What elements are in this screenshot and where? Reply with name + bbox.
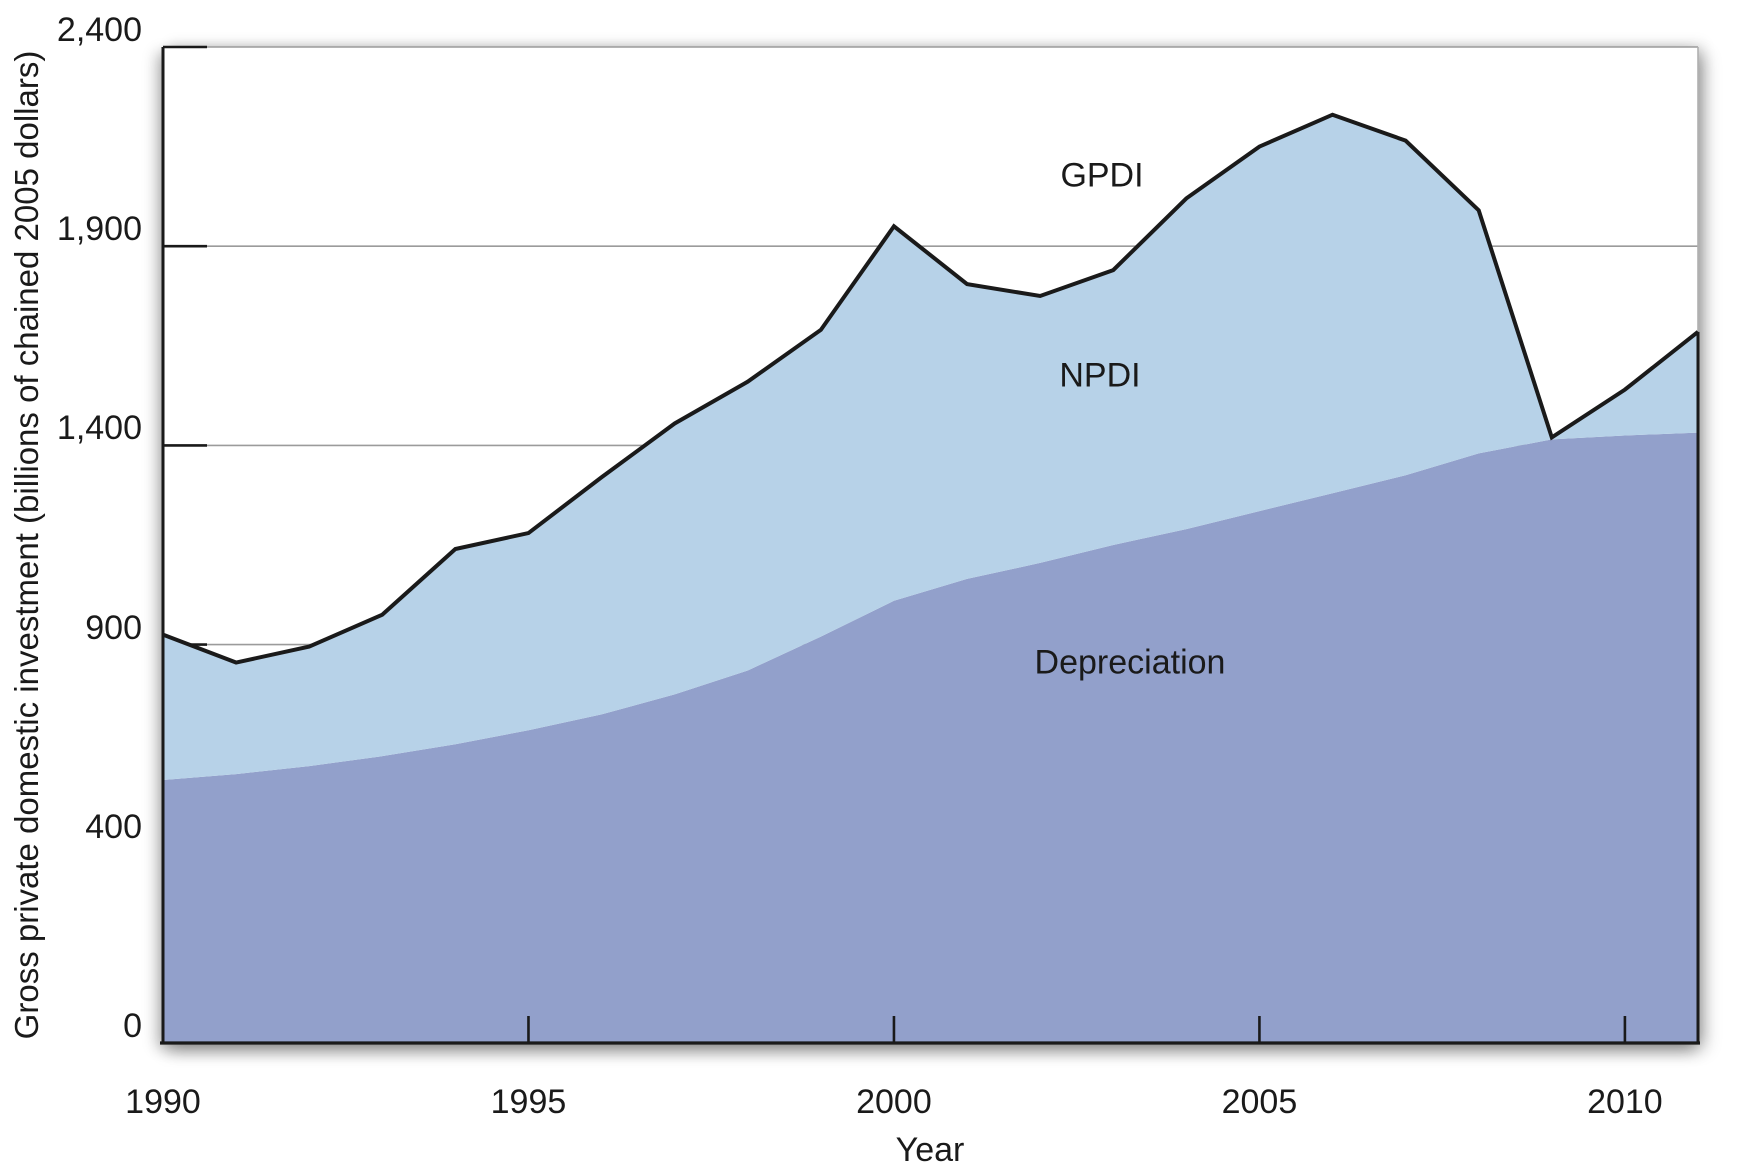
y-tick-label: 1,400 (56, 409, 142, 448)
y-axis-title: Gross private domestic investment (billi… (8, 50, 45, 1040)
depreciation-area (163, 432, 1698, 1043)
x-tick-label: 2005 (1221, 1083, 1298, 1121)
depreciation-series-label: Depreciation (1034, 643, 1226, 682)
y-tick-label: 2,400 (56, 11, 142, 49)
x-tick-label: 2000 (856, 1083, 932, 1121)
y-tick-label: 1,900 (56, 210, 142, 249)
npdi-area (163, 114, 1698, 781)
x-tick-label: 1995 (490, 1083, 567, 1121)
gpdi-line (162, 112, 1700, 665)
x-tick-label: 1990 (125, 1083, 201, 1121)
x-axis-title: Year (895, 1131, 965, 1169)
y-tick-label: 900 (85, 608, 142, 647)
gpdi-series-label: GPDI (1060, 156, 1144, 195)
y-tick-label: 400 (85, 807, 142, 846)
x-tick-label: 2010 (1587, 1083, 1663, 1121)
y-tick-label: 0 (123, 1007, 142, 1045)
npdi-series-label: NPDI (1059, 356, 1141, 395)
